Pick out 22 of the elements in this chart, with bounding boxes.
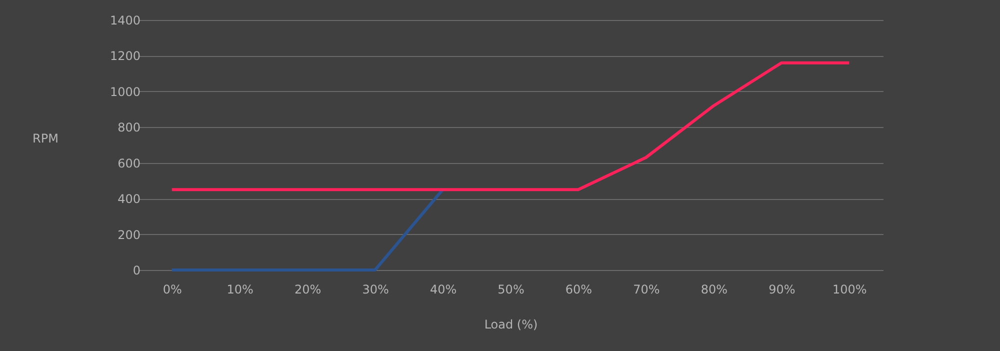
- y-axis-title: RPM: [32, 132, 58, 146]
- x-tick-label: 80%: [700, 282, 728, 296]
- x-tick-label: 70%: [633, 282, 660, 296]
- x-tick-label: 50%: [498, 282, 524, 296]
- y-tick-label: 0: [132, 264, 140, 278]
- y-tick-label: 1400: [110, 14, 140, 28]
- x-axis-title: Load (%): [484, 318, 538, 332]
- x-tick-label: 60%: [565, 282, 592, 296]
- x-tick-label: 40%: [430, 282, 457, 296]
- y-tick-label: 800: [118, 120, 140, 135]
- x-tick-label: 30%: [362, 282, 389, 296]
- x-tick-label: 90%: [768, 282, 796, 296]
- line-series: [170, 61, 851, 192]
- y-tick-label: 1000: [110, 84, 140, 99]
- x-tick-label: 0%: [162, 282, 182, 296]
- y-tick-label: 400: [118, 192, 140, 206]
- y-tick-label: 1200: [110, 49, 140, 64]
- x-tick-label: 100%: [832, 282, 867, 296]
- y-tick-label: 200: [118, 228, 140, 242]
- y-tick-label: 600: [118, 156, 140, 170]
- x-tick-label: 20%: [294, 282, 322, 296]
- x-tick-label: 10%: [226, 282, 254, 296]
